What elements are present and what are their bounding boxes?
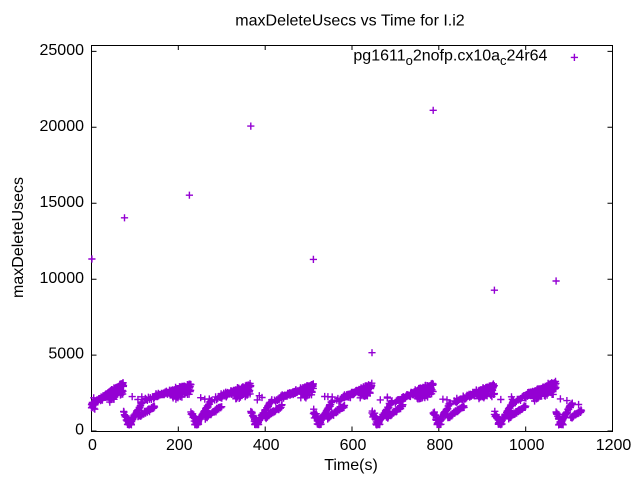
- svg-text:400: 400: [253, 437, 280, 454]
- svg-text:0: 0: [75, 422, 84, 439]
- svg-text:25000: 25000: [40, 42, 85, 59]
- svg-text:1000: 1000: [509, 437, 545, 454]
- svg-text:600: 600: [340, 437, 367, 454]
- svg-text:maxDeleteUsecs vs Time for I.i: maxDeleteUsecs vs Time for I.i2: [235, 13, 465, 30]
- svg-text:Time(s): Time(s): [324, 457, 378, 474]
- svg-text:maxDeleteUsecs: maxDeleteUsecs: [10, 177, 27, 298]
- svg-text:10000: 10000: [40, 270, 85, 287]
- svg-text:20000: 20000: [40, 118, 85, 135]
- svg-text:5000: 5000: [48, 346, 84, 363]
- svg-text:200: 200: [166, 437, 193, 454]
- svg-text:1200: 1200: [596, 437, 632, 454]
- svg-text:pg1611o2nofp.cx10ac24r64: pg1611o2nofp.cx10ac24r64: [353, 48, 547, 68]
- svg-text:0: 0: [88, 437, 97, 454]
- svg-text:15000: 15000: [40, 194, 85, 211]
- svg-text:800: 800: [426, 437, 453, 454]
